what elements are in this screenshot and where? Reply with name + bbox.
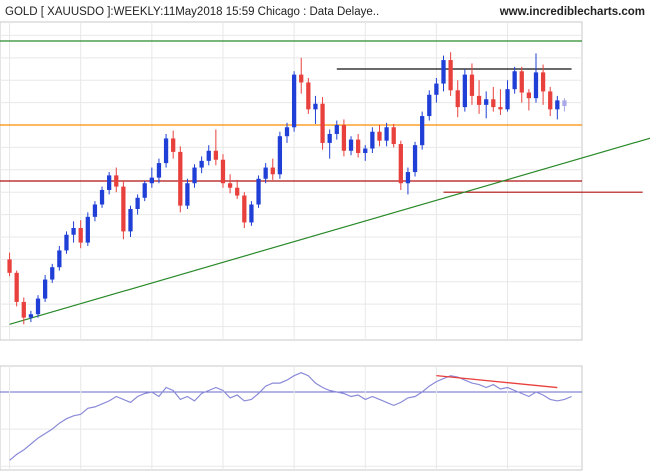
candle-body (78, 228, 83, 243)
candle-body (476, 95, 482, 105)
candle-body (206, 150, 211, 161)
candle-body (519, 71, 524, 93)
candle-body (434, 83, 439, 95)
candle-body (163, 138, 169, 164)
candle-body (284, 127, 290, 137)
candle-body (220, 159, 226, 184)
candle-body (533, 72, 539, 99)
candle-body (363, 148, 368, 154)
candle-body (484, 99, 489, 105)
candle-body (128, 208, 133, 232)
candle-body (135, 197, 140, 209)
indicator-panel (0, 365, 583, 471)
candle-body (50, 267, 55, 280)
candle-body (299, 74, 304, 83)
price-trend-segment (9, 137, 650, 325)
candle-body (14, 272, 19, 302)
candle-body (526, 92, 532, 99)
candle-body (121, 186, 126, 232)
candle-body (256, 178, 261, 205)
candle-body (21, 301, 26, 318)
candle-body (92, 204, 98, 217)
candle-body (99, 189, 105, 205)
candle-body (291, 74, 297, 128)
price-panel (0, 21, 650, 341)
candle-body (491, 99, 496, 108)
candle-body (384, 127, 389, 141)
candle-body (185, 183, 190, 206)
candle-body (270, 167, 275, 175)
candle-body (277, 136, 283, 175)
candle-body (7, 259, 12, 273)
candle-body (249, 204, 254, 223)
candle-body (306, 82, 311, 110)
candle-body (370, 131, 375, 149)
candle-body (562, 100, 567, 106)
candle-body (156, 163, 162, 178)
candle-body (469, 74, 475, 96)
candle-body (348, 139, 354, 151)
indicator-plot-area (0, 365, 583, 471)
candle-body (512, 71, 517, 90)
candle-body (313, 103, 318, 110)
candle-body (405, 172, 411, 184)
candle-body (171, 138, 176, 152)
candle-body (107, 175, 112, 190)
candle-body (334, 125, 339, 134)
candle-body (441, 60, 446, 84)
candle-body (327, 133, 332, 143)
candle-body (548, 91, 553, 110)
candle-body (71, 228, 76, 235)
candle-body (114, 175, 119, 187)
candle-body (412, 145, 418, 173)
candle-body (420, 116, 425, 146)
candle-body (398, 144, 403, 184)
candle-body (505, 89, 510, 110)
candle-body (178, 151, 183, 206)
candle-body (341, 125, 347, 151)
candle-body (42, 279, 48, 299)
candle-body (64, 234, 69, 251)
candle-body (142, 183, 147, 198)
candle-body (213, 150, 218, 160)
candle-body (85, 216, 90, 243)
candle-body (427, 94, 432, 117)
candle-body (28, 314, 34, 318)
candle-body (555, 100, 560, 110)
candle-body (149, 177, 154, 184)
candle-body (57, 250, 62, 268)
candle-body (192, 167, 197, 184)
candle-body (448, 60, 453, 91)
candle-body (263, 167, 268, 179)
candle-body (377, 131, 382, 141)
chart-title: GOLD [ XAUUSDO ]:WEEKLY:11May2018 15:59 … (5, 6, 379, 18)
candle-body (235, 187, 240, 196)
candle-body (227, 183, 233, 188)
candle-body (356, 139, 361, 154)
candle-body (320, 103, 325, 143)
candle-body (462, 74, 467, 108)
indicator-trend-segment (436, 375, 558, 389)
candle-body (391, 127, 396, 145)
candle-body (199, 160, 204, 168)
candle-body (540, 72, 546, 92)
candle-body (455, 90, 460, 108)
candle-body (498, 107, 503, 110)
candle-body (242, 195, 247, 223)
candle-body (35, 298, 41, 315)
indicator-series-line (9, 372, 572, 461)
site-url[interactable]: www.incrediblecharts.com (499, 6, 645, 18)
